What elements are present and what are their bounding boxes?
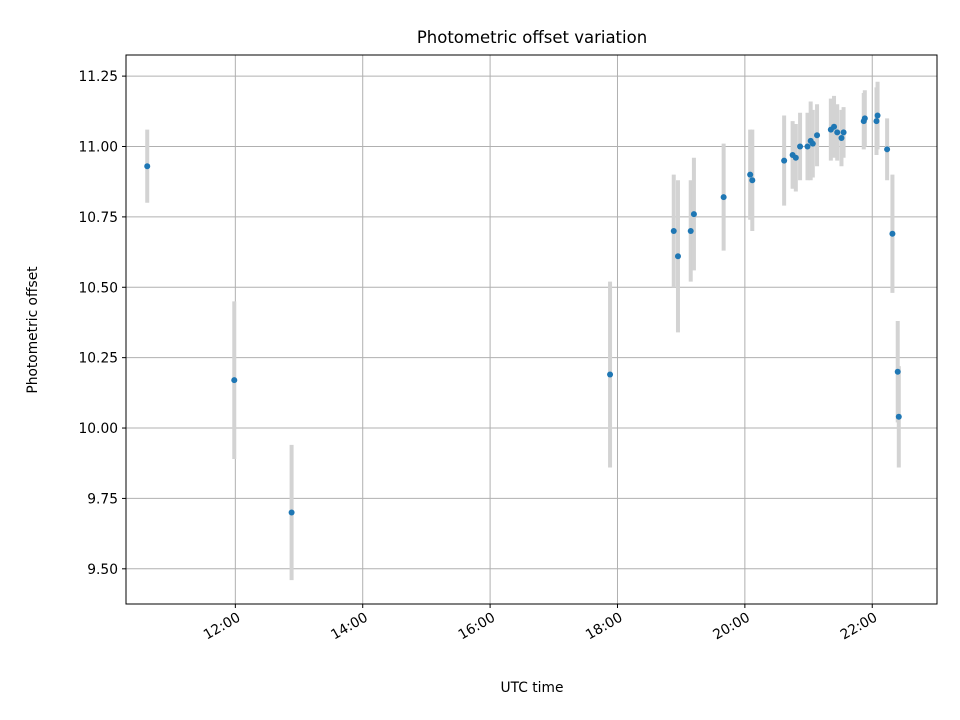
data-point — [288, 509, 295, 516]
data-point — [809, 140, 816, 147]
data-point — [231, 377, 238, 384]
y-tick-label: 10.25 — [79, 351, 119, 367]
data-point — [861, 115, 868, 122]
data-point — [873, 118, 880, 125]
y-tick-label: 11.00 — [79, 140, 119, 156]
data-point — [884, 146, 891, 153]
data-point — [144, 163, 151, 170]
y-tick-label: 11.25 — [79, 69, 119, 85]
y-tick-label: 10.50 — [79, 280, 119, 296]
data-point — [804, 143, 811, 150]
data-point — [874, 112, 881, 119]
grid — [126, 55, 937, 604]
chart-title: Photometric offset variation — [417, 28, 647, 47]
data-point — [834, 129, 841, 136]
data-point — [781, 157, 788, 164]
data-point — [895, 413, 902, 420]
data-point — [687, 227, 694, 234]
data-points — [144, 112, 902, 516]
data-point — [607, 371, 614, 378]
data-point — [690, 211, 697, 218]
y-tick-label: 9.50 — [87, 562, 118, 578]
data-point — [674, 253, 681, 260]
data-point — [894, 368, 901, 375]
data-point — [749, 177, 756, 184]
data-point — [831, 123, 838, 130]
data-point — [838, 135, 845, 142]
plot-frame — [125, 54, 938, 605]
data-point — [720, 194, 727, 201]
y-tick-label: 10.75 — [79, 210, 119, 226]
y-tick-label: 9.75 — [87, 491, 118, 507]
data-point — [792, 154, 799, 161]
x-axis-label: UTC time — [501, 680, 564, 696]
data-point — [797, 143, 804, 150]
y-axis-ticks: 9.50 9.75 10.00 10.25 10.50 10.75 11.00 11.25 — [79, 69, 126, 578]
y-tick-label: 10.00 — [79, 421, 119, 437]
data-point — [840, 129, 847, 136]
data-point — [889, 230, 896, 237]
y-axis-label: Photometric offset — [25, 266, 41, 394]
data-point — [670, 227, 677, 234]
data-point — [747, 171, 754, 178]
data-point — [814, 132, 821, 139]
